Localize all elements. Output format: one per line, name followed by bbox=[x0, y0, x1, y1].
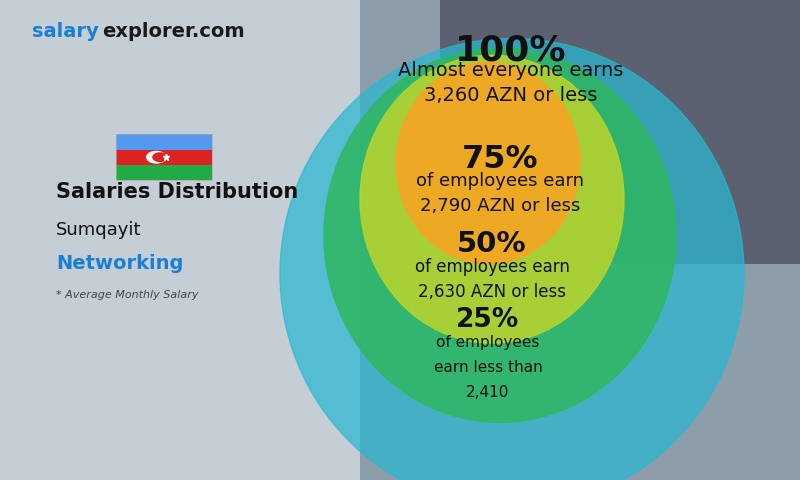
Text: 3,260 AZN or less: 3,260 AZN or less bbox=[424, 86, 597, 106]
Text: of employees earn: of employees earn bbox=[416, 172, 584, 190]
Text: 75%: 75% bbox=[462, 144, 538, 175]
Text: of employees: of employees bbox=[436, 335, 540, 350]
Circle shape bbox=[146, 151, 166, 163]
Text: Salaries Distribution: Salaries Distribution bbox=[56, 182, 298, 203]
Ellipse shape bbox=[360, 55, 624, 343]
Text: Networking: Networking bbox=[56, 254, 183, 274]
Text: 50%: 50% bbox=[457, 230, 527, 258]
Bar bbox=[440, 0, 800, 264]
Text: salary: salary bbox=[32, 22, 98, 41]
Ellipse shape bbox=[324, 48, 676, 422]
Text: 25%: 25% bbox=[456, 307, 520, 333]
Text: 2,410: 2,410 bbox=[466, 385, 510, 400]
Text: 2,630 AZN or less: 2,630 AZN or less bbox=[418, 283, 566, 301]
Text: 2,790 AZN or less: 2,790 AZN or less bbox=[420, 197, 580, 215]
Text: * Average Monthly Salary: * Average Monthly Salary bbox=[56, 290, 198, 300]
Bar bbox=[360, 0, 800, 480]
Bar bbox=[116, 134, 212, 150]
Text: Almost everyone earns: Almost everyone earns bbox=[398, 61, 623, 81]
Bar bbox=[116, 165, 212, 180]
Ellipse shape bbox=[280, 38, 744, 480]
Text: explorer.com: explorer.com bbox=[102, 22, 245, 41]
Ellipse shape bbox=[396, 62, 580, 264]
Text: earn less than: earn less than bbox=[434, 360, 542, 375]
Text: of employees earn: of employees earn bbox=[414, 258, 570, 276]
Bar bbox=[116, 150, 212, 165]
Bar bbox=[116, 134, 212, 180]
Text: Sumqayit: Sumqayit bbox=[56, 221, 142, 239]
Text: 100%: 100% bbox=[454, 34, 566, 68]
Circle shape bbox=[153, 153, 167, 161]
Bar bbox=[0, 0, 360, 480]
